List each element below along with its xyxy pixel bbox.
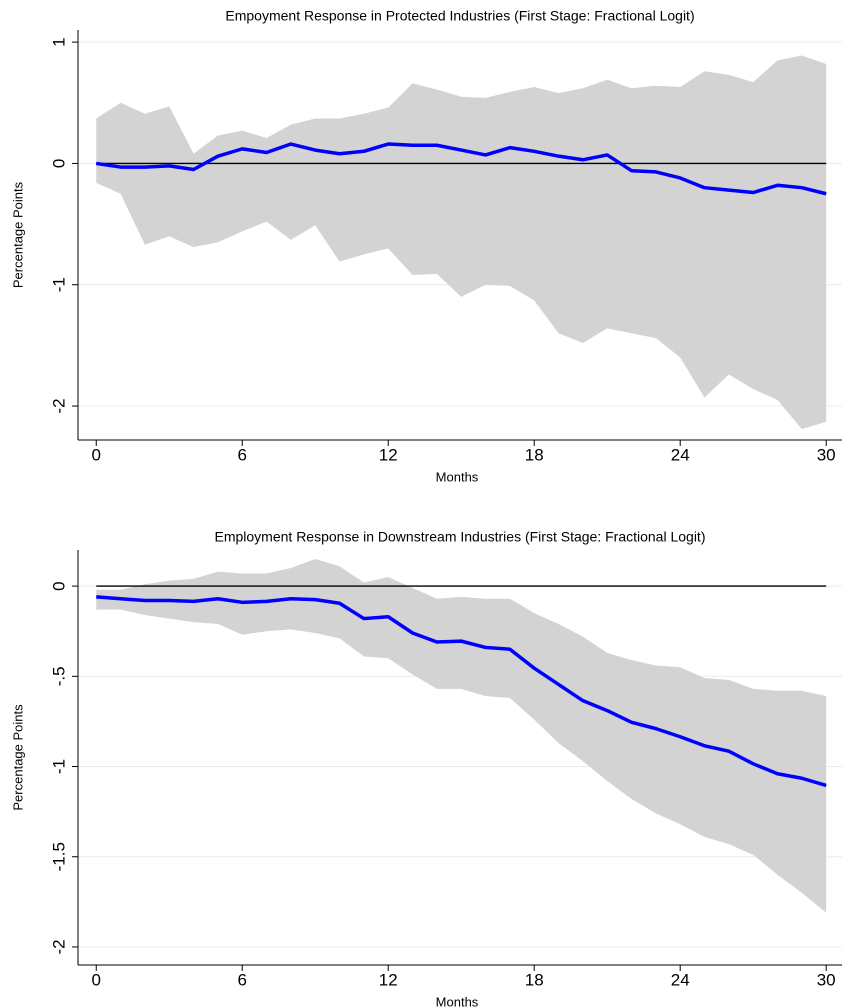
y-tick-label: -.5 xyxy=(49,666,68,686)
chart-title: Empoyment Response in Protected Industri… xyxy=(225,8,694,24)
x-tick-label: 12 xyxy=(379,970,398,989)
y-axis-label: Percentage Points xyxy=(10,704,25,811)
x-tick-label: 6 xyxy=(238,445,247,464)
x-tick-label: 12 xyxy=(379,445,398,464)
y-tick-label: 1 xyxy=(49,37,68,46)
confidence-band xyxy=(96,55,827,430)
y-axis-label: Percentage Points xyxy=(10,181,25,288)
confidence-band xyxy=(96,559,827,913)
y-tick-label: 0 xyxy=(49,581,68,590)
series-line xyxy=(95,142,827,196)
x-tick-label: 6 xyxy=(238,970,247,989)
series-line xyxy=(96,595,827,788)
x-tick-label: 18 xyxy=(525,445,544,464)
y-tick-label: -1 xyxy=(49,759,68,774)
y-tick-label: -1.5 xyxy=(49,842,68,871)
x-tick-label: 30 xyxy=(817,970,836,989)
y-tick-label: 0 xyxy=(49,159,68,168)
x-tick-label: 0 xyxy=(92,445,101,464)
y-tick-label: -1 xyxy=(49,277,68,292)
x-tick-label: 18 xyxy=(525,970,544,989)
x-tick-label: 0 xyxy=(92,970,101,989)
x-tick-label: 24 xyxy=(671,970,690,989)
y-tick-label: -2 xyxy=(49,939,68,954)
chart-title: Employment Response in Downstream Indust… xyxy=(215,529,706,545)
x-axis-label: Months xyxy=(436,469,479,484)
x-tick-label: 30 xyxy=(817,445,836,464)
x-axis-label: Months xyxy=(436,994,479,1008)
y-tick-label: -2 xyxy=(49,398,68,413)
x-tick-label: 24 xyxy=(671,445,690,464)
